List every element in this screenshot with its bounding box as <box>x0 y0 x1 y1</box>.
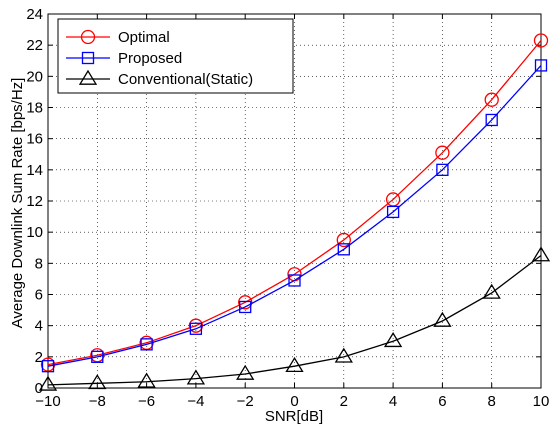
data-point-conventional-static <box>433 311 452 327</box>
y-tick-label: 12 <box>26 193 43 210</box>
data-point-proposed <box>189 322 203 335</box>
data-point-proposed <box>91 350 104 363</box>
y-tick-label: 6 <box>35 287 43 304</box>
data-point-conventional-static <box>88 374 107 390</box>
data-point-conventional-static <box>186 369 206 385</box>
y-tick-label: 18 <box>26 100 43 117</box>
axes <box>47 13 542 389</box>
data-point-optimal <box>533 33 549 48</box>
y-tick-label: 16 <box>26 131 43 148</box>
data-point-proposed <box>485 113 498 127</box>
y-tick-label: 0 <box>35 380 43 397</box>
series <box>38 33 551 391</box>
data-point-proposed <box>288 274 301 287</box>
data-point-conventional-static <box>38 375 58 391</box>
y-tick-label: 2 <box>35 349 43 366</box>
legend-marker-proposed <box>81 51 95 65</box>
data-point-optimal <box>435 145 450 160</box>
legend-marker-conventional-static <box>78 69 98 85</box>
data-point-optimal <box>238 295 253 310</box>
data-point-proposed <box>239 300 252 314</box>
x-tick-label: 8 <box>488 393 496 410</box>
y-tick-label: 8 <box>35 255 43 272</box>
legend-label-optimal: Optimal <box>118 29 170 46</box>
series-line-conventional-static <box>47 255 542 386</box>
data-point-conventional-static <box>236 364 255 380</box>
y-tick-label: 10 <box>26 224 43 241</box>
x-tick-label: −10 <box>35 393 60 410</box>
data-point-conventional-static <box>334 347 353 363</box>
x-tick-label: −2 <box>237 393 254 410</box>
data-point-proposed <box>386 205 400 219</box>
x-tick-label: −6 <box>138 393 155 410</box>
y-tick-label: 14 <box>26 162 43 179</box>
data-point-conventional-static <box>482 283 501 299</box>
x-tick-label: 0 <box>290 393 298 410</box>
y-tick-label: 4 <box>35 318 43 335</box>
series-line-proposed <box>47 64 542 367</box>
data-point-optimal <box>336 232 351 248</box>
x-tick-label: 2 <box>340 393 348 410</box>
legend-label-conventional-static: Conventional(Static) <box>118 71 253 88</box>
y-tick-label: 20 <box>26 68 43 85</box>
x-tick-label: −4 <box>187 393 204 410</box>
x-axis-label: SNR[dB] <box>265 408 323 425</box>
y-tick-label: 24 <box>26 6 43 23</box>
legend-box <box>57 18 294 94</box>
x-tick-label: 4 <box>389 393 397 410</box>
data-point-proposed <box>534 59 548 72</box>
x-tick-label: −8 <box>89 393 106 410</box>
y-tick-label: 22 <box>26 37 43 54</box>
data-point-optimal <box>484 92 499 107</box>
data-point-proposed <box>140 338 153 351</box>
data-point-conventional-static <box>137 372 156 388</box>
data-point-conventional-static <box>383 331 403 348</box>
series-proposed <box>41 59 548 373</box>
data-point-proposed <box>436 163 449 176</box>
data-point-conventional-static <box>285 356 304 373</box>
legend-label-proposed: Proposed <box>118 50 182 67</box>
x-tick-label: 6 <box>438 393 446 410</box>
series-line-optimal <box>47 40 542 366</box>
data-point-conventional-static <box>531 246 551 262</box>
legend-marker-optimal <box>80 29 96 45</box>
legend: Optimal Proposed Conventional(Static) <box>57 18 294 94</box>
data-point-proposed <box>41 360 55 373</box>
y-axis-label: Average Downlink Sum Rate [bps/Hz] <box>9 78 26 329</box>
series-conventional-static <box>38 246 551 391</box>
data-point-proposed <box>337 243 350 256</box>
x-tick-label: 10 <box>533 393 550 410</box>
